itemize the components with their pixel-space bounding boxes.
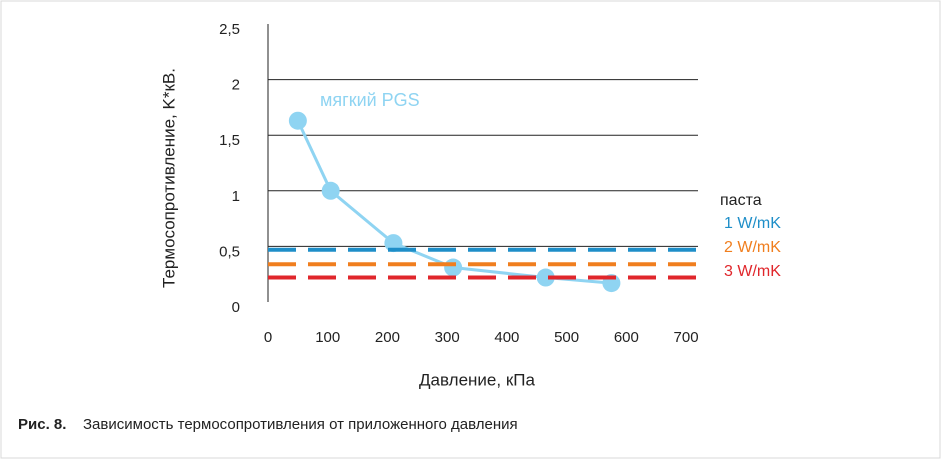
y-tick-label: 0,5 [219, 243, 240, 260]
legend-entry: 2 W/mK [724, 239, 781, 256]
y-tick-label: 1 [232, 188, 240, 205]
x-tick-label: 0 [264, 329, 272, 346]
y-tick-label: 1,5 [219, 132, 240, 149]
series-label: мягкий PGS [320, 90, 420, 110]
x-tick-label: 300 [435, 329, 460, 346]
legend-title: паста [720, 192, 762, 209]
caption: Зависимость термосопротивления от прилож… [83, 416, 518, 433]
caption-prefix: Рис. 8. [18, 416, 66, 433]
x-axis-title: Давление, кПа [419, 370, 535, 389]
x-tick-label: 100 [315, 329, 340, 346]
legend-entry: 1 W/mK [724, 215, 781, 232]
x-tick-label: 400 [494, 329, 519, 346]
point [384, 234, 403, 253]
x-tick-label: 200 [375, 329, 400, 346]
point [536, 268, 555, 287]
point [321, 181, 340, 200]
y-tick-label: 0 [232, 299, 240, 316]
point [288, 111, 307, 130]
x-tick-label: 500 [554, 329, 579, 346]
x-tick-label: 600 [614, 329, 639, 346]
x-tick-label: 700 [674, 329, 699, 346]
y-axis-title: Термосопротивление, K*кВ. [159, 68, 178, 288]
legend-entry: 3 W/mK [724, 263, 781, 280]
y-tick-label: 2,5 [219, 21, 240, 38]
y-tick-label: 2 [232, 77, 240, 94]
point [444, 258, 463, 277]
